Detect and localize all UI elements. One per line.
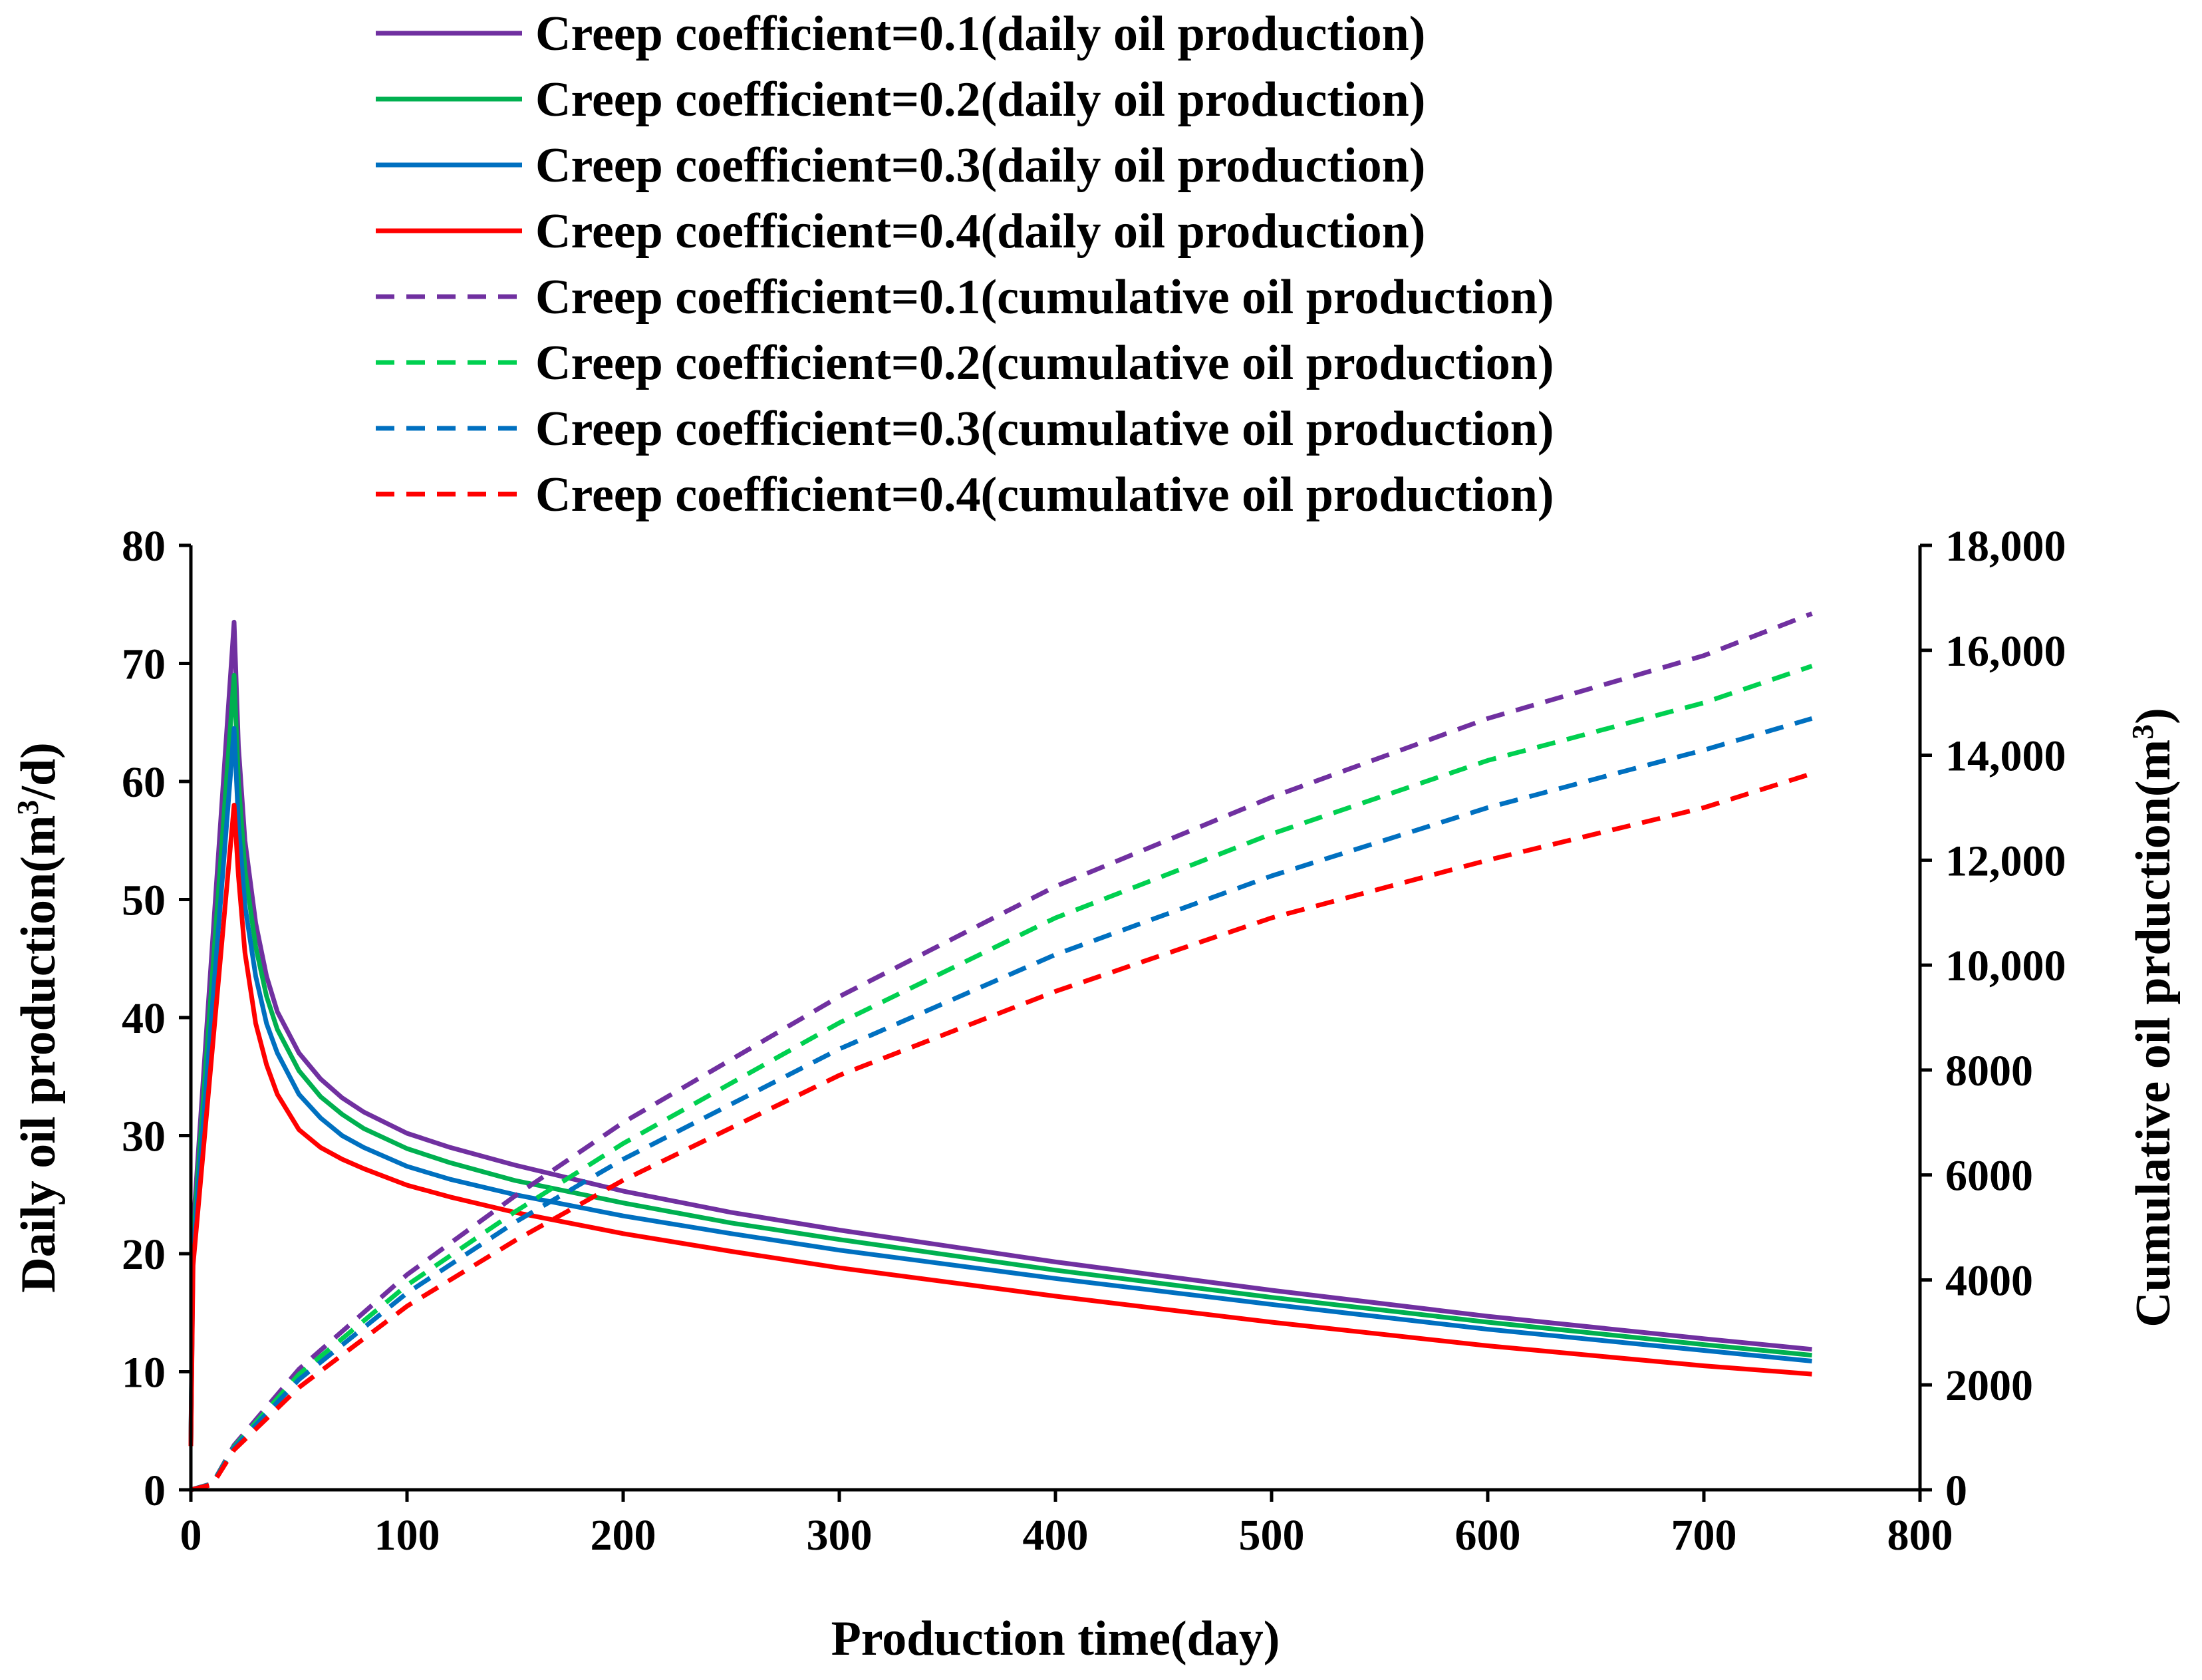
legend-label: Creep coefficient=0.1(cumulative oil pro… [535, 270, 1554, 325]
cumulative-series-line-3 [190, 716, 1813, 1492]
x-tick-label: 0 [180, 1511, 202, 1560]
x-tick-label: 800 [1887, 1511, 1953, 1560]
y2-axis-title: Cumulative oil prduction(m3) [2126, 708, 2181, 1328]
x-tick-label: 100 [374, 1511, 440, 1560]
cumulative-series-line-4 [190, 771, 1813, 1492]
ticks: 0 100 200 300 400 500 600 700 800010203040506070… [122, 522, 2066, 1560]
series-layer [188, 611, 1813, 1492]
x-tick-label: 500 [1239, 1511, 1305, 1560]
y-tick-label: 40 [122, 994, 166, 1043]
y-axis-title: Daily oil production(m3/d) [11, 742, 67, 1293]
y2-tick-label: 14,000 [1945, 732, 2066, 781]
y2-tick-label: 0 [1945, 1467, 1967, 1515]
x-tick-label: 700 [1671, 1511, 1737, 1560]
x-tick-label: 400 [1023, 1511, 1089, 1560]
y-tick-label: 20 [122, 1230, 166, 1279]
y2-tick-label: 4000 [1945, 1256, 2033, 1305]
y-tick-label: 30 [122, 1113, 166, 1161]
x-tick-label: 200 [591, 1511, 656, 1560]
y2-tick-label: 12,000 [1945, 837, 2066, 885]
x-tick-label: 600 [1455, 1511, 1521, 1560]
y2-tick-label: 16,000 [1945, 627, 2066, 676]
y-tick-label: 80 [122, 522, 166, 571]
cumulative-series-line-2 [190, 664, 1813, 1492]
daily-series-line-4 [188, 803, 1812, 1447]
y2-tick-label: 6000 [1945, 1152, 2033, 1200]
legend-label: Creep coefficient=0.3(daily oil producti… [535, 138, 1425, 193]
y-tick-label: 50 [122, 877, 166, 925]
daily-series-line-3 [188, 726, 1812, 1445]
legend-label: Creep coefficient=0.4(cumulative oil pro… [535, 468, 1554, 522]
y-tick-label: 0 [144, 1467, 166, 1515]
legend-label: Creep coefficient=0.1(daily oil producti… [535, 7, 1425, 61]
y2-tick-label: 18,000 [1945, 522, 2066, 571]
legend-label: Creep coefficient=0.3(cumulative oil pro… [535, 402, 1554, 456]
x-tick-label: 300 [807, 1511, 873, 1560]
daily-series-line-1 [188, 619, 1812, 1443]
legend-label: Creep coefficient=0.2(daily oil producti… [535, 72, 1425, 127]
legend-label: Creep coefficient=0.4(daily oil producti… [535, 204, 1425, 259]
y2-tick-label: 10,000 [1945, 942, 2066, 990]
x-axis-title: Production time(day) [831, 1611, 1280, 1666]
legend-label: Creep coefficient=0.2(cumulative oil pro… [535, 336, 1554, 390]
daily-series-line-2 [188, 672, 1812, 1444]
y-tick-label: 60 [122, 758, 166, 807]
y-tick-label: 70 [122, 640, 166, 689]
y2-tick-label: 8000 [1945, 1047, 2033, 1095]
y-tick-label: 10 [122, 1349, 166, 1397]
cumulative-series-line-1 [190, 611, 1813, 1492]
y2-tick-label: 2000 [1945, 1361, 2033, 1410]
legend: Creep coefficient=0.1(daily oil producti… [376, 7, 1554, 522]
